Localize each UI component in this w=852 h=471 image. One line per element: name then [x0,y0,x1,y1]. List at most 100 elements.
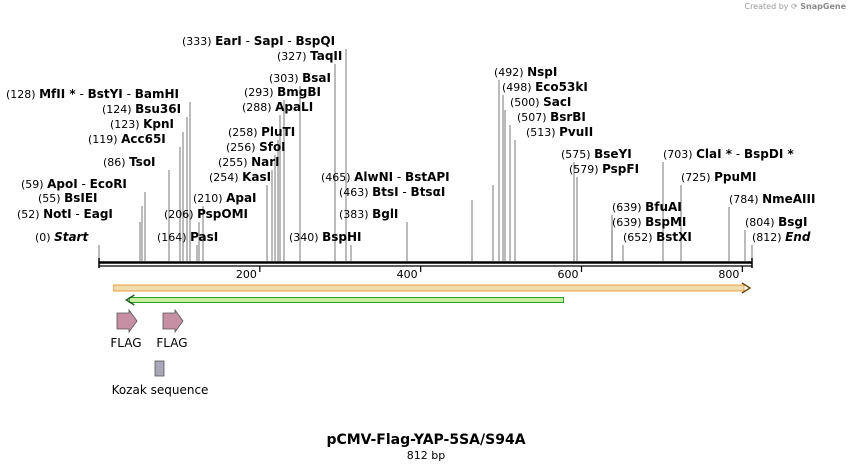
enzyme-label: (513) PvuII [526,125,593,139]
enzyme-site[interactable]: (55) BsIEI [38,191,98,205]
enzyme-label: (124) Bsu36I [102,102,181,116]
enzyme-position: (703) [663,148,696,161]
enzyme-name: EarI [215,34,242,48]
enzyme-label: (383) BglI [339,207,398,221]
axis-tick-label: 800 [718,268,739,281]
enzyme-position: (579) [569,163,602,176]
enzyme-site[interactable]: (128) MfII * - BstYI - BamHI [6,87,179,101]
flag-feature[interactable]: FLAG [110,308,142,350]
enzyme-separator: - [78,177,90,191]
enzyme-site[interactable]: (812) End [752,230,811,244]
enzyme-label: (86) TsoI [103,155,156,169]
enzyme-site[interactable]: (507) BsrBI [517,110,586,124]
enzyme-position: (86) [103,156,129,169]
enzyme-site[interactable]: (500) SacI [510,95,571,109]
axis-tick-label: 600 [558,268,579,281]
enzyme-site[interactable]: (725) PpuMI [681,170,756,184]
enzyme-site[interactable]: (492) NspI [494,65,557,79]
enzyme-name: EcoRI [90,177,127,191]
enzyme-site[interactable]: (383) BglI [339,207,398,221]
enzyme-name: ApoI [47,177,78,191]
enzyme-position: (128) [6,88,39,101]
enzyme-name: TsoI [129,155,155,169]
enzyme-site[interactable]: (256) SfoI [226,140,286,154]
orf-arrow-reverse[interactable] [124,294,565,306]
enzyme-site[interactable]: (579) PspFI [569,162,639,176]
enzyme-name: ApaI [226,191,256,205]
orf-arrow-forward[interactable] [113,282,752,294]
enzyme-label: (703) ClaI * - BspDI * [663,147,794,161]
enzyme-position: (492) [494,66,527,79]
enzyme-site[interactable]: (288) ApaLI [242,100,313,114]
enzyme-site[interactable]: (86) TsoI [103,155,156,169]
enzyme-name: BmgBI [277,85,321,99]
enzyme-label: (119) Acc65I [88,132,166,146]
enzyme-position: (639) [612,216,645,229]
enzyme-site[interactable]: (52) NotI - EagI [17,207,113,221]
enzyme-site[interactable]: (123) KpnI [110,117,174,131]
enzyme-site[interactable]: (639) BspMI [612,215,686,229]
enzyme-name: NmeAIII [762,192,815,206]
enzyme-site[interactable]: (206) PspOMI [164,207,248,221]
enzyme-name: BspMI [645,215,686,229]
flag-feature[interactable]: FLAG [156,308,188,350]
enzyme-label: (804) BsgI [745,215,807,229]
enzyme-position: (498) [502,81,535,94]
enzyme-position: (52) [17,208,43,221]
enzyme-site[interactable]: (255) NarI [218,155,280,169]
enzyme-site[interactable]: (254) KasI [209,170,271,184]
enzyme-site[interactable]: (0) Start [35,230,89,244]
enzyme-site[interactable]: (463) BtsI - BtsαI [339,185,445,199]
enzyme-position: (327) [277,50,310,63]
enzyme-labels: (0) Start (52) NotI - EagI (55) BsIEI(59) … [6,34,815,244]
enzyme-position: (639) [612,201,645,214]
enzyme-site[interactable]: (303) BsaI [269,71,331,85]
enzyme-name: BfuAI [645,200,682,214]
enzyme-site[interactable]: (210) ApaI [193,191,257,205]
enzyme-site[interactable]: (293) BmgBI [244,85,321,99]
enzyme-site[interactable]: (340) BspHI [289,230,361,244]
feature-label: FLAG [110,336,141,350]
kozak-feature[interactable]: Kozak sequence [112,360,209,397]
enzyme-label: (52) NotI - EagI [17,207,113,221]
enzyme-site[interactable]: (164) PasI [157,230,218,244]
enzyme-label: (59) ApoI - EcoRI [21,177,127,191]
enzyme-name: BtsαI [411,185,446,199]
enzyme-site[interactable]: (639) BfuAI [612,200,682,214]
enzyme-site[interactable]: (784) NmeAIII [729,192,815,206]
enzyme-site[interactable]: (59) ApoI - EcoRI [21,177,127,191]
enzyme-label: (507) BsrBI [517,110,586,124]
enzyme-site[interactable]: (258) PluTI [228,125,295,139]
enzyme-label: (123) KpnI [110,117,174,131]
enzyme-name: Start [54,230,89,244]
enzyme-site[interactable]: (804) BsgI [745,215,807,229]
enzyme-separator: - [76,87,88,101]
enzyme-label: (128) MfII * - BstYI - BamHI [6,87,179,101]
enzyme-site[interactable]: (465) AlwNI - BstAPI [321,170,450,184]
enzyme-label: (303) BsaI [269,71,331,85]
enzyme-position: (258) [228,126,261,139]
enzyme-site[interactable]: (652) BstXI [623,230,692,244]
enzyme-label: (0) Start [35,230,89,244]
enzyme-position: (465) [321,171,354,184]
flag-arrow [162,308,184,334]
enzyme-label: (55) BsIEI [38,191,98,205]
enzyme-site[interactable]: (513) PvuII [526,125,593,139]
enzyme-label: (812) End [752,230,811,244]
credit-brand: SnapGene [800,2,846,11]
enzyme-separator: - [732,147,744,161]
enzyme-site[interactable]: (119) Acc65I [88,132,166,146]
enzyme-name: TaqII [310,49,342,63]
enzyme-site[interactable]: (498) Eco53kI [502,80,588,94]
enzyme-name: Acc65I [121,132,166,146]
enzyme-separator: - [242,34,254,48]
enzyme-site[interactable]: (124) Bsu36I [102,102,181,116]
feature-label: Kozak sequence [112,383,209,397]
enzyme-name: End [785,230,811,244]
enzyme-position: (124) [102,103,135,116]
enzyme-position: (333) [182,35,215,48]
enzyme-site[interactable]: (575) BseYI [561,147,632,161]
enzyme-site[interactable]: (333) EarI - SapI - BspQI [182,34,335,48]
enzyme-site[interactable]: (703) ClaI * - BspDI * [663,147,794,161]
enzyme-site[interactable]: (327) TaqII [277,49,342,63]
